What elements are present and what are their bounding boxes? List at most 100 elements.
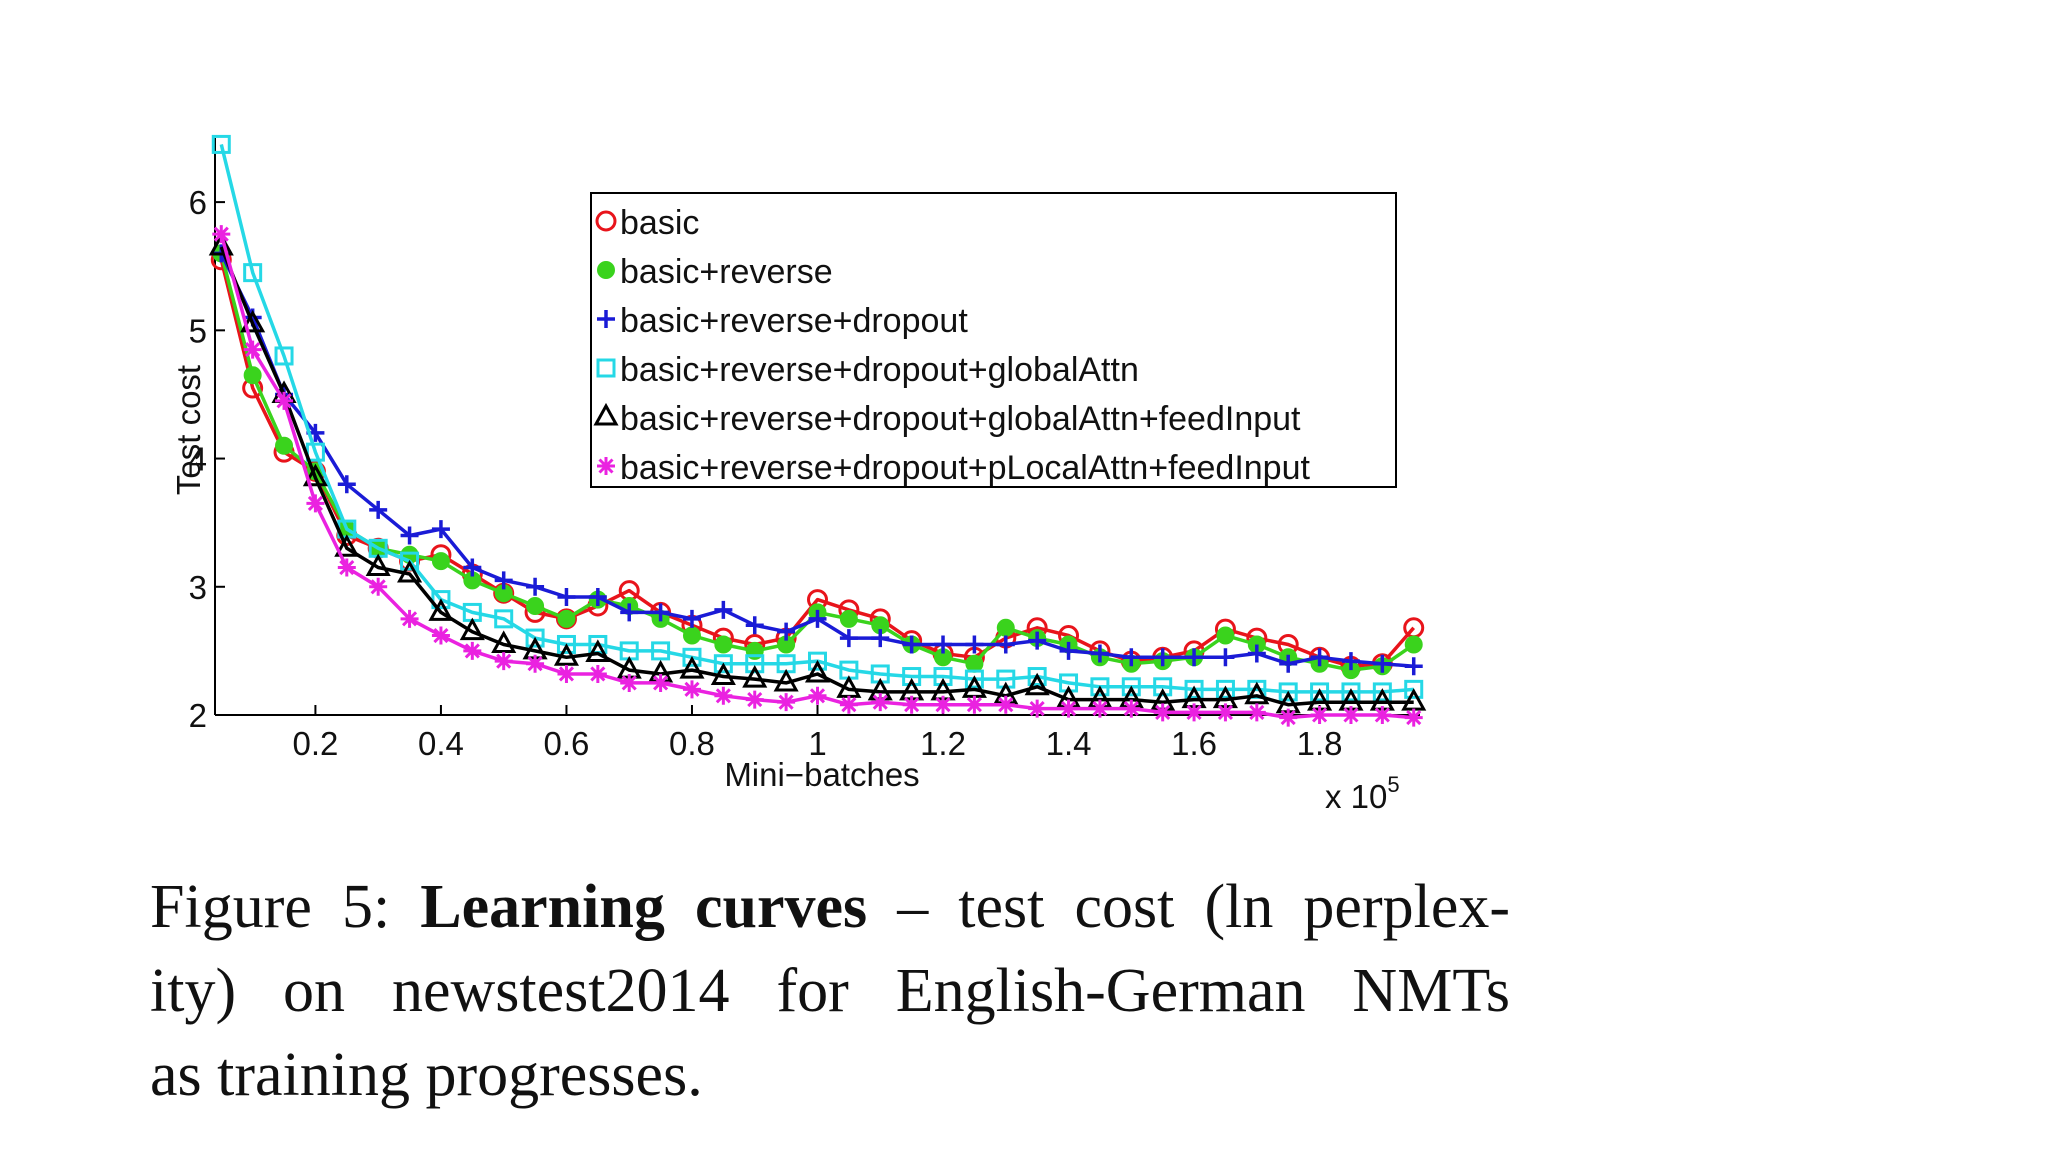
data-point — [714, 600, 733, 619]
data-point — [682, 609, 701, 628]
data-point — [1216, 703, 1235, 722]
caption-line-3: as training progresses. — [150, 1041, 703, 1109]
legend-label: basic+reverse+dropout+pLocalAttn+feedInp… — [620, 449, 1310, 487]
series-lines — [208, 134, 1427, 727]
data-point — [369, 500, 388, 519]
data-point — [682, 647, 702, 667]
legend-entry: basic+reverse — [597, 253, 833, 291]
legend-label: basic+reverse — [620, 253, 833, 291]
data-point — [1404, 657, 1423, 676]
data-point — [839, 695, 858, 714]
legend-label: basic+reverse+dropout+globalAttn+feedInp… — [620, 400, 1301, 438]
data-point — [808, 609, 827, 628]
data-point — [1215, 679, 1235, 699]
caption-line1-rest: – test cost (ln perplex- — [867, 873, 1510, 941]
data-point — [597, 310, 615, 328]
data-point — [745, 616, 764, 635]
data-point — [1153, 648, 1172, 667]
data-point — [651, 673, 670, 692]
data-point — [211, 134, 231, 154]
data-point — [1341, 682, 1361, 702]
data-point — [1090, 699, 1109, 718]
data-point — [400, 609, 419, 628]
data-point — [595, 210, 617, 232]
data-point — [1090, 644, 1109, 663]
data-point — [597, 261, 615, 279]
data-point — [397, 559, 423, 583]
data-point — [243, 366, 262, 385]
data-point — [557, 588, 576, 607]
data-point — [1279, 708, 1298, 727]
data-point — [964, 669, 984, 689]
data-point — [1122, 648, 1141, 667]
data-point — [839, 629, 858, 648]
data-point — [714, 635, 733, 654]
data-point — [1310, 682, 1330, 702]
data-point — [243, 263, 263, 283]
x-tick-label: 1 — [808, 725, 826, 762]
data-point — [585, 639, 611, 662]
data-point — [243, 340, 262, 359]
x-tick-label: 1.6 — [1171, 725, 1217, 762]
legend-box — [590, 192, 1397, 488]
data-point — [902, 695, 921, 714]
data-point — [965, 695, 984, 714]
data-point — [1404, 679, 1424, 699]
data-point — [208, 232, 234, 256]
data-point — [1247, 644, 1266, 663]
series-line — [219, 259, 1416, 669]
data-point — [526, 654, 545, 673]
x-tick-label: 0.2 — [292, 725, 338, 762]
data-point — [934, 695, 953, 714]
caption-bold-title: Learning curves — [420, 873, 868, 941]
legend-entry: basic — [595, 204, 699, 242]
data-point — [302, 463, 328, 487]
data-point — [713, 654, 733, 674]
data-point — [1310, 648, 1329, 667]
data-point — [808, 686, 827, 705]
data-point — [714, 686, 733, 705]
y-axis-title: Test cost — [170, 365, 207, 495]
data-point — [240, 309, 266, 333]
data-point — [965, 654, 984, 673]
data-point — [400, 551, 420, 571]
data-point — [593, 402, 619, 426]
data-point — [588, 664, 607, 683]
data-point — [557, 609, 576, 628]
y-tick-label: 3 — [189, 569, 207, 606]
data-point — [1122, 699, 1141, 718]
x-tick-label: 1.2 — [920, 725, 966, 762]
data-point — [933, 667, 953, 687]
data-point — [777, 622, 796, 641]
data-point — [871, 693, 890, 712]
legend-label: basic — [620, 204, 699, 242]
data-point — [275, 391, 294, 410]
legend-label: basic+reverse+dropout — [620, 302, 968, 340]
data-point — [463, 641, 482, 660]
data-point — [491, 630, 517, 653]
data-point — [682, 626, 701, 645]
data-point — [1403, 617, 1425, 639]
y-tick-label: 4 — [189, 441, 207, 478]
data-point — [1216, 648, 1235, 667]
data-point — [588, 588, 607, 607]
data-point — [365, 553, 391, 577]
x-tick-label: 0.6 — [544, 725, 590, 762]
data-point — [965, 635, 984, 654]
data-point — [596, 358, 616, 378]
data-point — [337, 558, 356, 577]
data-point — [553, 643, 580, 666]
data-point — [651, 641, 671, 661]
data-point — [1121, 677, 1141, 697]
data-point — [745, 690, 764, 709]
data-point — [1059, 699, 1078, 718]
data-point — [1153, 703, 1172, 722]
data-point — [526, 577, 545, 596]
caption-prefix: Figure 5: — [150, 873, 421, 941]
y-tick-label: 2 — [189, 697, 207, 734]
data-point — [525, 628, 545, 648]
data-point — [1028, 699, 1047, 718]
data-point — [597, 457, 615, 475]
data-point — [431, 552, 450, 571]
